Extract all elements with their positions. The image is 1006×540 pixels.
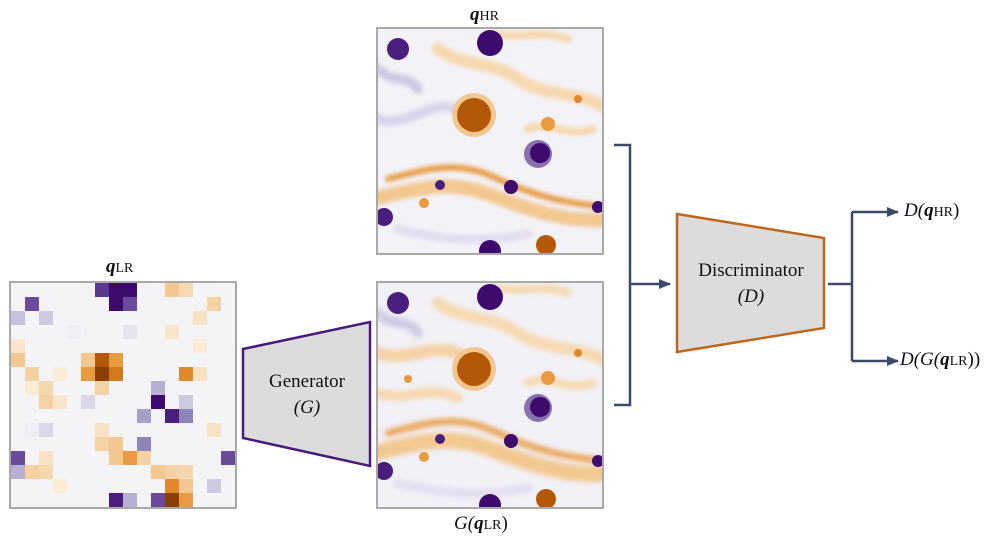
discriminator-symbol: (D) xyxy=(737,286,765,307)
d-hr-output-label: D(qHR) xyxy=(904,200,960,221)
high-res-field xyxy=(376,27,604,255)
generator-block xyxy=(241,320,372,468)
generator-label: Generator (G) xyxy=(246,369,368,421)
d-g-output-label: D(G(qLR)) xyxy=(900,349,981,370)
q-hr-label: qHR xyxy=(470,4,499,25)
discriminator-name: Discriminator xyxy=(698,260,804,281)
low-res-field xyxy=(9,281,237,509)
g-output-label: G(qLR) xyxy=(454,513,508,534)
merge-bracket xyxy=(614,143,632,407)
q-lr-label: qLR xyxy=(106,256,134,277)
generator-symbol: (G) xyxy=(293,397,321,418)
generator-name: Generator xyxy=(269,371,345,392)
discriminator-label: Discriminator (D) xyxy=(680,258,822,310)
generated-field xyxy=(376,281,604,509)
discriminator-block xyxy=(675,212,826,354)
